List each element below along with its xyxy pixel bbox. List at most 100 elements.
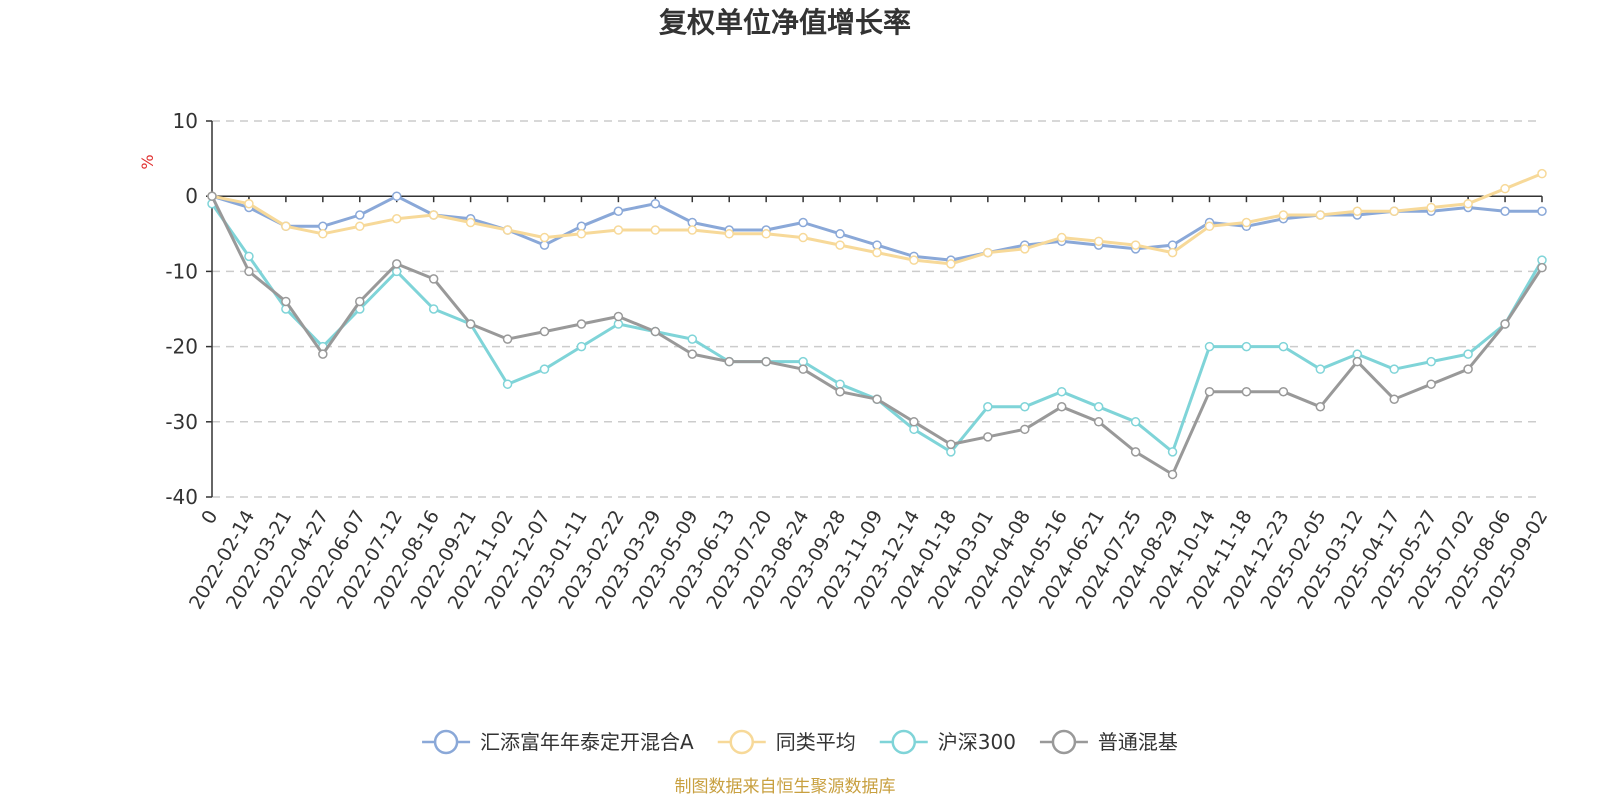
data-point-3-13: [687, 349, 698, 359]
data-point-3-35: [1500, 319, 1510, 329]
data-point-1-30: [1315, 210, 1326, 220]
data-point-3-25: [1130, 447, 1141, 457]
data-point-2-29: [1278, 341, 1289, 352]
data-point-1-16: [798, 232, 808, 243]
y-tick-label-1: 0: [185, 184, 198, 208]
data-point-2-22: [1020, 402, 1030, 412]
legend-item-2[interactable]: 沪深300: [879, 729, 1016, 755]
legend-marker-1: [729, 729, 755, 755]
y-axis-unit: %: [138, 154, 157, 169]
data-point-1-4: [355, 221, 365, 232]
data-point-1-11: [613, 225, 624, 235]
data-point-2-10: [576, 341, 587, 352]
data-point-1-10: [576, 229, 587, 239]
data-point-2-24: [1093, 402, 1104, 412]
data-point-3-31: [1352, 356, 1363, 367]
data-point-3-28: [1241, 386, 1252, 397]
data-point-1-18: [872, 247, 882, 258]
data-point-3-3: [318, 349, 328, 359]
data-point-1-3: [318, 229, 328, 239]
data-point-3-26: [1167, 469, 1178, 480]
data-point-3-30: [1315, 402, 1326, 412]
data-point-3-6: [428, 274, 439, 284]
data-point-1-34: [1463, 198, 1473, 209]
data-point-3-27: [1204, 386, 1215, 397]
data-point-1-36: [1537, 168, 1547, 179]
y-tick-label-4: -30: [165, 410, 198, 434]
data-point-1-8: [502, 225, 513, 235]
data-point-0-17: [835, 229, 845, 239]
data-point-1-24: [1093, 236, 1104, 247]
data-point-3-33: [1426, 379, 1436, 389]
data-point-3-36: [1537, 262, 1547, 273]
grid-lines: [212, 120, 1542, 498]
data-point-1-6: [428, 210, 439, 220]
axes: [206, 120, 1543, 498]
data-point-0-4: [355, 210, 365, 220]
series-line-3: [210, 195, 1544, 476]
data-point-1-13: [687, 225, 698, 235]
data-point-2-26: [1167, 447, 1178, 457]
data-point-0-16: [798, 217, 808, 228]
data-point-1-15: [761, 229, 771, 239]
data-point-1-14: [724, 229, 734, 239]
data-point-1-20: [946, 259, 956, 269]
data-point-2-13: [687, 334, 698, 344]
legend-item-1[interactable]: 同类平均: [717, 729, 856, 755]
data-point-1-21: [983, 247, 993, 258]
data-point-3-8: [502, 334, 513, 344]
data-point-1-23: [1056, 232, 1067, 243]
data-point-1-33: [1426, 202, 1436, 213]
data-point-3-22: [1020, 424, 1030, 435]
data-point-0-12: [650, 198, 661, 209]
data-point-1-17: [835, 240, 845, 250]
data-point-0-11: [613, 206, 624, 216]
data-point-1-2: [281, 221, 291, 232]
legend-marker-3: [1051, 729, 1077, 755]
data-point-1-32: [1389, 206, 1399, 216]
legend-item-3[interactable]: 普通混基: [1039, 729, 1178, 755]
data-point-2-8: [502, 379, 513, 389]
chart-title: 复权单位净值增长率: [659, 6, 911, 39]
legend: 汇添富年年泰定开混合A 同类平均 沪深300 普通混基: [422, 729, 1178, 755]
data-point-1-26: [1167, 247, 1178, 258]
legend-item-0[interactable]: 汇添富年年泰定开混合A: [422, 729, 694, 755]
data-point-1-22: [1020, 244, 1030, 254]
data-point-3-1: [244, 266, 254, 277]
data-point-3-0: [207, 191, 217, 201]
data-point-1-29: [1278, 210, 1289, 220]
data-point-3-19: [909, 417, 919, 427]
legend-marker-0: [433, 729, 459, 755]
data-point-2-9: [539, 364, 550, 374]
legend-label-2: 沪深300: [938, 730, 1016, 754]
data-point-1-19: [909, 255, 919, 265]
legend-label-3: 普通混基: [1098, 730, 1178, 754]
data-point-3-24: [1093, 417, 1104, 427]
data-point-1-1: [244, 198, 254, 209]
data-point-1-31: [1352, 206, 1363, 216]
data-point-1-5: [391, 214, 402, 224]
legend-label-1: 同类平均: [776, 730, 856, 754]
data-point-2-6: [428, 304, 439, 314]
data-point-2-30: [1315, 364, 1326, 374]
data-point-2-33: [1426, 356, 1436, 367]
data-point-1-9: [539, 232, 550, 243]
data-point-3-2: [281, 296, 291, 307]
source-note: 制图数据来自恒生聚源数据库: [675, 777, 896, 797]
x-tick-labels: 02022-02-142022-03-212022-04-272022-06-0…: [185, 506, 1552, 613]
data-point-1-25: [1130, 240, 1141, 250]
data-point-1-35: [1500, 183, 1510, 194]
data-point-3-16: [798, 364, 808, 374]
data-point-3-23: [1056, 402, 1067, 412]
data-point-0-36: [1537, 206, 1547, 216]
data-point-2-27: [1204, 341, 1215, 352]
data-point-2-21: [983, 402, 993, 412]
y-tick-label-2: -10: [165, 259, 198, 283]
data-point-3-11: [613, 311, 624, 322]
data-point-3-10: [576, 319, 587, 329]
data-point-1-12: [650, 225, 661, 235]
y-tick-label-5: -40: [165, 485, 198, 509]
data-point-3-4: [355, 296, 365, 307]
